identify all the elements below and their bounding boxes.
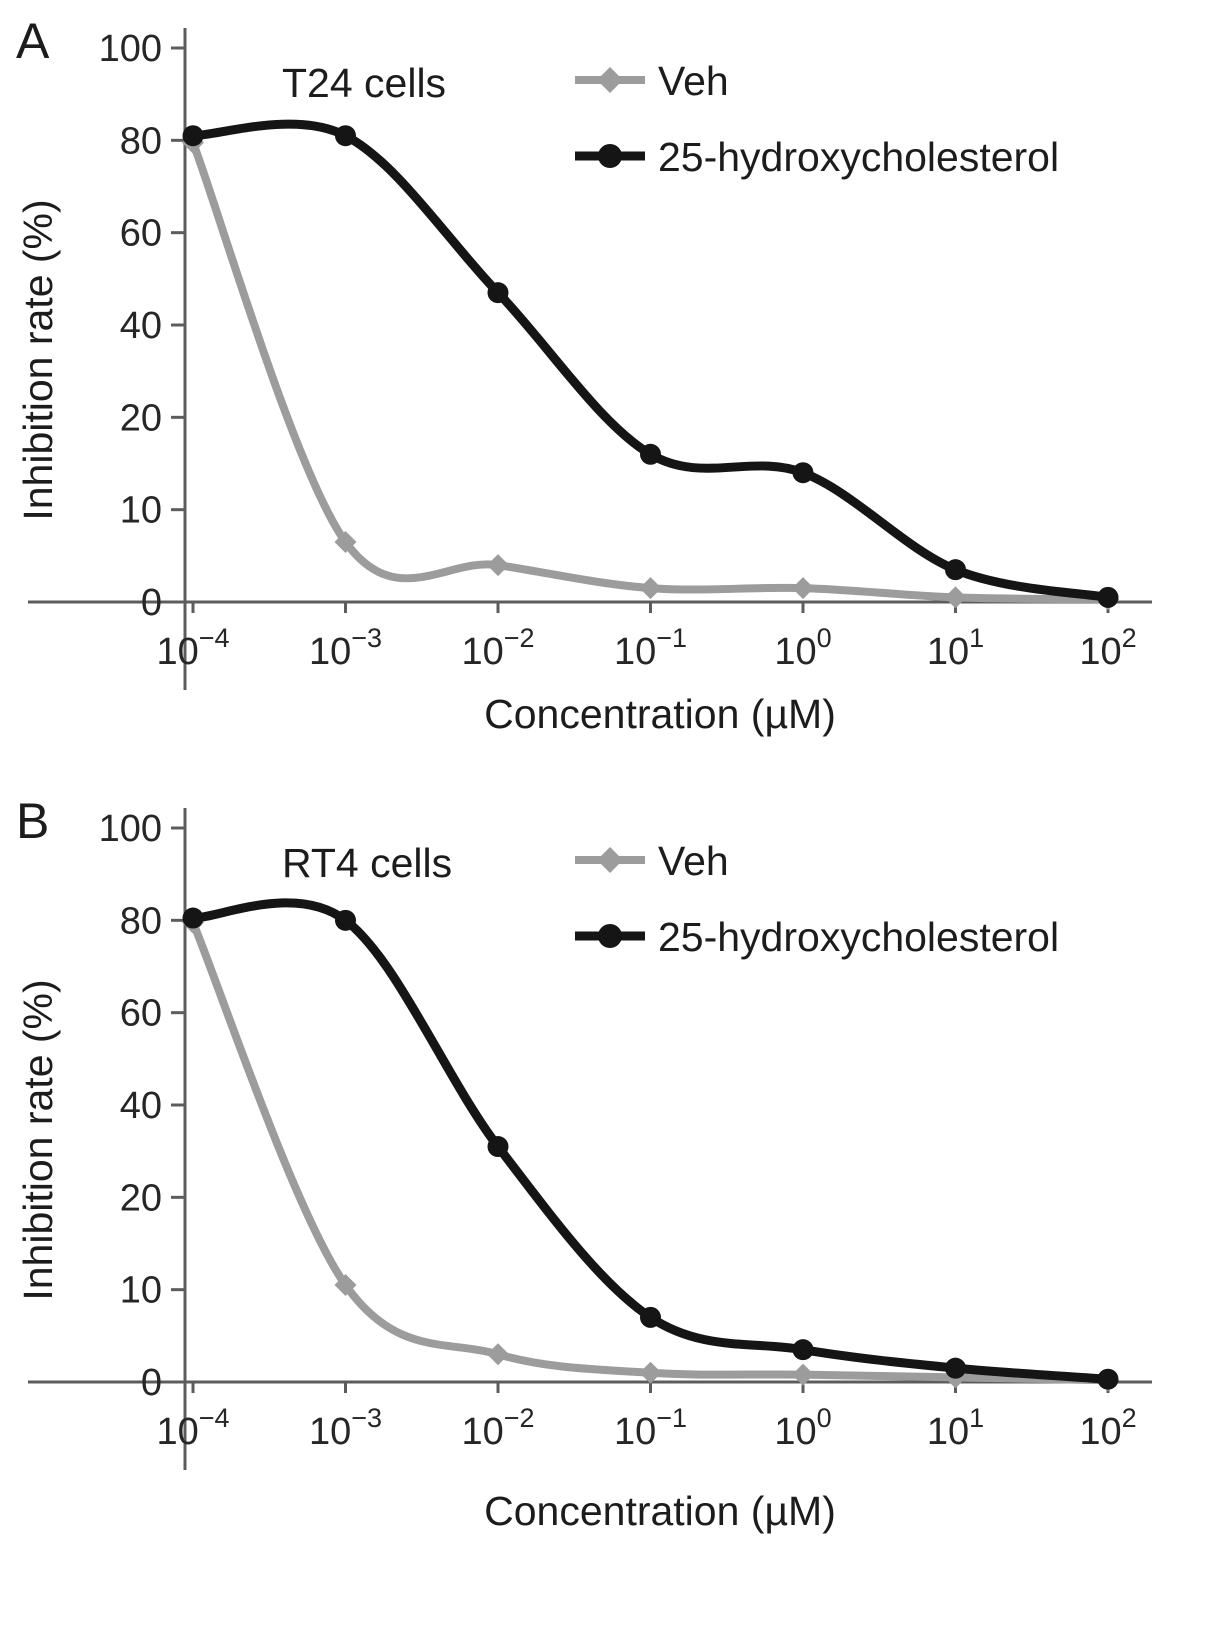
x-tick-label: 10−3 [309,623,382,673]
legend-marker [598,924,622,948]
data-point-marker [640,443,661,465]
y-tick-label: 100 [99,808,162,850]
y-tick-label: 10 [120,1270,162,1312]
y-axis-label-B: Inhibition rate (%) [15,979,61,1300]
panel-B: B RT4 cells Inhibition rate (%) Concentr… [0,780,1205,1639]
plot-area-B: 0 10 20 40 60 80 100 10−4 10−3 10−2 10−1 100 101 102 [28,808,1152,1470]
data-point-marker [182,907,204,929]
y-tick-label: 40 [120,1085,162,1127]
legend-swatch-25-hydroxycholesterol [575,924,645,948]
data-point-marker [334,530,357,553]
data-point-marker [944,586,967,609]
y-tick-label: 20 [120,1177,162,1219]
legend-swatch-25-hydroxycholesterol [575,144,645,168]
y-tick-label: 80 [120,120,162,162]
legend-label-veh: Veh [658,58,729,104]
data-point-marker [335,125,356,147]
data-point-marker [640,1306,661,1328]
legend-label-25-hydroxycholesterol: 25-hydroxycholesterol [658,914,1059,960]
x-axis-label-B: Concentration (µM) [484,1488,836,1534]
legend-label-25-hydroxycholesterol: 25-hydroxycholesterol [658,134,1059,180]
y-tick-label: 0 [141,1362,162,1404]
x-tick-label: 10−2 [461,1403,534,1453]
data-point-marker [487,1136,509,1158]
x-tick-label: 100 [774,623,831,673]
data-point-marker [1097,586,1119,608]
legend-swatch-veh [575,847,645,873]
data-point-marker [182,125,204,147]
chart-title-A: T24 cells [282,60,446,106]
x-tick-label: 100 [774,1403,831,1453]
x-tick-label: 10−4 [156,1403,229,1453]
y-tick-label: 80 [120,900,162,942]
y-tick-label: 20 [120,397,162,439]
x-tick-label: 101 [927,623,984,673]
data-point-marker [487,282,509,304]
x-tick-label: 102 [1079,623,1136,673]
data-point-marker [639,577,662,600]
y-tick-label: 60 [120,993,162,1035]
chart-B: B RT4 cells Inhibition rate (%) Concentr… [15,793,1152,1534]
data-point-marker [1097,1368,1119,1390]
data-point-marker [945,1357,966,1379]
legend-marker [597,67,623,93]
legend-marker [597,847,623,873]
x-axis-label-A: Concentration (µM) [484,691,836,737]
legend-swatch-veh [575,67,645,93]
series-curve-veh [189,138,1112,604]
x-tick-label: 102 [1079,1403,1136,1453]
y-tick-label: 100 [99,28,162,70]
x-tick-label: 10−4 [156,623,229,673]
data-point-marker [334,1274,357,1297]
data-point-marker [639,1361,662,1384]
series-curve-25-hydroxycholesterol [188,119,1113,602]
panel-letter-B: B [16,793,49,849]
data-point-marker [487,1343,509,1366]
data-point-marker [945,559,966,581]
y-tick-label: 40 [120,305,162,347]
chart-title-B: RT4 cells [282,840,452,886]
x-tick-label: 10−1 [614,1403,687,1453]
legend-marker [598,144,622,168]
y-tick-label: 10 [120,490,162,532]
legend-label-veh: Veh [658,838,729,884]
y-tick-label: 0 [141,582,162,624]
data-point-marker [792,1363,814,1386]
x-tick-label: 10−1 [614,623,687,673]
data-point-marker [335,909,356,931]
panel-A: A T24 cells Inhibition rate (%) Concentr… [0,0,1205,780]
x-tick-label: 10−3 [309,1403,382,1453]
panel-letter-A: A [16,13,50,69]
data-point-marker [792,1339,814,1361]
y-tick-label: 60 [120,213,162,255]
x-tick-label: 101 [927,1403,984,1453]
y-axis-label-A: Inhibition rate (%) [15,199,61,520]
data-point-marker [792,462,814,484]
chart-A: A T24 cells Inhibition rate (%) Concentr… [15,13,1152,737]
data-point-marker [792,577,814,600]
x-tick-label: 10−2 [461,623,534,673]
plot-area-A: 0 10 20 40 60 80 100 10−4 10−3 10−2 10−1 100 101 102 [28,28,1152,690]
data-point-marker [487,554,509,577]
